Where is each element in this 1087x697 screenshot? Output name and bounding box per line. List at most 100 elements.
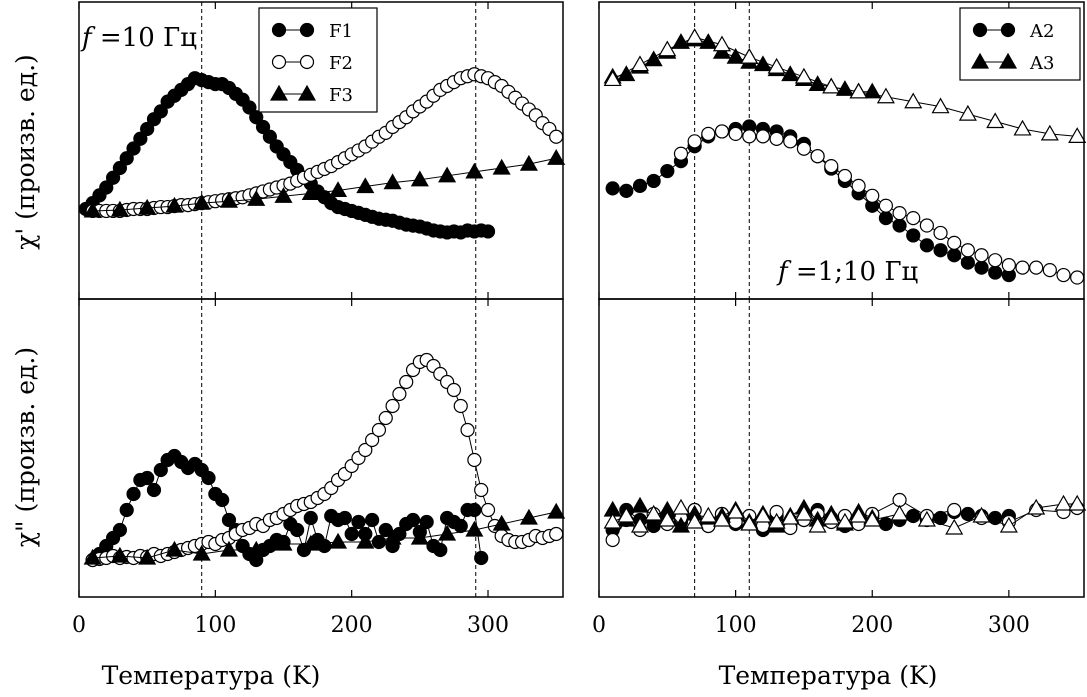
legend-marker bbox=[1000, 22, 1016, 38]
data-point bbox=[605, 532, 620, 548]
x-axis-title-left: Температура (K) bbox=[102, 661, 321, 690]
legend-label: F3 bbox=[329, 85, 353, 106]
data-point bbox=[474, 550, 489, 566]
x-tick-label: 300 bbox=[988, 613, 1030, 638]
data-point bbox=[519, 154, 538, 171]
data-point bbox=[453, 398, 468, 414]
data-point bbox=[126, 486, 141, 502]
y-axis-title-bottom: χ" (произв. ед.) bbox=[11, 347, 40, 547]
data-point bbox=[344, 526, 359, 542]
data-point bbox=[876, 87, 895, 104]
data-point bbox=[892, 492, 907, 508]
data-point bbox=[405, 512, 421, 528]
data-point bbox=[892, 206, 907, 221]
data-point bbox=[878, 210, 894, 226]
tick-labels: 0 100 200 300 0 100 200 300 bbox=[72, 613, 1030, 638]
data-point bbox=[646, 173, 661, 189]
data-point bbox=[728, 126, 743, 142]
data-point bbox=[740, 514, 759, 531]
data-point bbox=[658, 510, 677, 527]
data-point bbox=[105, 170, 121, 185]
data-point bbox=[1068, 494, 1087, 511]
data-point bbox=[919, 218, 934, 233]
panel-frame-right-bottom bbox=[598, 298, 1085, 598]
data-point bbox=[865, 188, 880, 203]
data-point bbox=[726, 502, 745, 519]
data-point bbox=[933, 225, 948, 241]
data-point bbox=[712, 510, 731, 527]
data-point bbox=[972, 506, 991, 523]
axis-ticks bbox=[78, 2, 1010, 597]
series-A3 (10 Гц) bbox=[603, 494, 1087, 535]
data-point bbox=[988, 253, 1003, 268]
data-point bbox=[1056, 267, 1071, 283]
data-point bbox=[383, 173, 402, 190]
frequency-annotations: f =10 Гц f =1;10 Гц bbox=[80, 23, 919, 287]
data-point bbox=[351, 514, 366, 530]
data-point bbox=[890, 504, 909, 521]
data-point bbox=[863, 510, 882, 527]
data-point bbox=[849, 506, 868, 523]
data-point bbox=[480, 502, 496, 518]
data-point bbox=[392, 386, 407, 402]
data-point bbox=[410, 170, 429, 187]
data-point bbox=[851, 178, 866, 194]
data-point bbox=[399, 374, 414, 390]
data-point bbox=[742, 129, 757, 144]
data-point bbox=[630, 496, 650, 513]
data-point bbox=[810, 149, 825, 164]
data-point bbox=[999, 516, 1018, 533]
data-point bbox=[480, 224, 496, 239]
data-point bbox=[247, 190, 266, 206]
frequency-annotation: f =10 Гц bbox=[80, 23, 197, 53]
data-point bbox=[1001, 258, 1016, 273]
series-F1 bbox=[78, 71, 496, 240]
data-point bbox=[673, 146, 689, 161]
data-point bbox=[988, 510, 1003, 526]
data-point bbox=[201, 470, 216, 486]
data-point bbox=[958, 104, 977, 121]
x-tick-label: 100 bbox=[194, 613, 236, 638]
data-point bbox=[356, 532, 375, 549]
data-point bbox=[317, 538, 332, 554]
data-point bbox=[671, 498, 691, 515]
data-point bbox=[192, 193, 211, 210]
data-point bbox=[153, 104, 168, 119]
data-point bbox=[947, 248, 962, 263]
data-point bbox=[249, 110, 264, 125]
data-point bbox=[99, 180, 114, 195]
data-point bbox=[835, 512, 854, 529]
data-point bbox=[617, 65, 636, 82]
data-point bbox=[988, 265, 1003, 280]
data-point bbox=[433, 542, 448, 558]
data-point bbox=[467, 502, 482, 518]
data-point bbox=[365, 432, 380, 448]
data-point bbox=[192, 544, 211, 561]
data-point bbox=[146, 482, 162, 498]
data-point bbox=[699, 506, 718, 523]
data-point bbox=[371, 534, 387, 550]
data-point bbox=[960, 243, 975, 258]
data-point bbox=[371, 422, 387, 438]
data-point bbox=[492, 158, 511, 175]
frequency-value: =1;10 Гц bbox=[788, 257, 919, 287]
data-point bbox=[329, 181, 348, 198]
data-point bbox=[165, 540, 184, 557]
x-axis-title-right: Температура (K) bbox=[719, 661, 938, 690]
data-point bbox=[685, 28, 704, 44]
x-tick-label: 0 bbox=[592, 613, 606, 638]
data-point bbox=[219, 540, 239, 557]
data-point bbox=[906, 228, 921, 243]
data-point bbox=[453, 518, 468, 534]
data-point bbox=[630, 516, 650, 533]
data-point bbox=[878, 198, 894, 213]
data-point bbox=[960, 255, 975, 270]
data-point bbox=[892, 218, 907, 233]
data-point bbox=[933, 243, 948, 258]
data-point bbox=[467, 452, 482, 468]
data-point bbox=[446, 382, 462, 398]
x-tick-label: 100 bbox=[715, 613, 757, 638]
data-point bbox=[753, 506, 772, 523]
data-point bbox=[110, 200, 129, 217]
